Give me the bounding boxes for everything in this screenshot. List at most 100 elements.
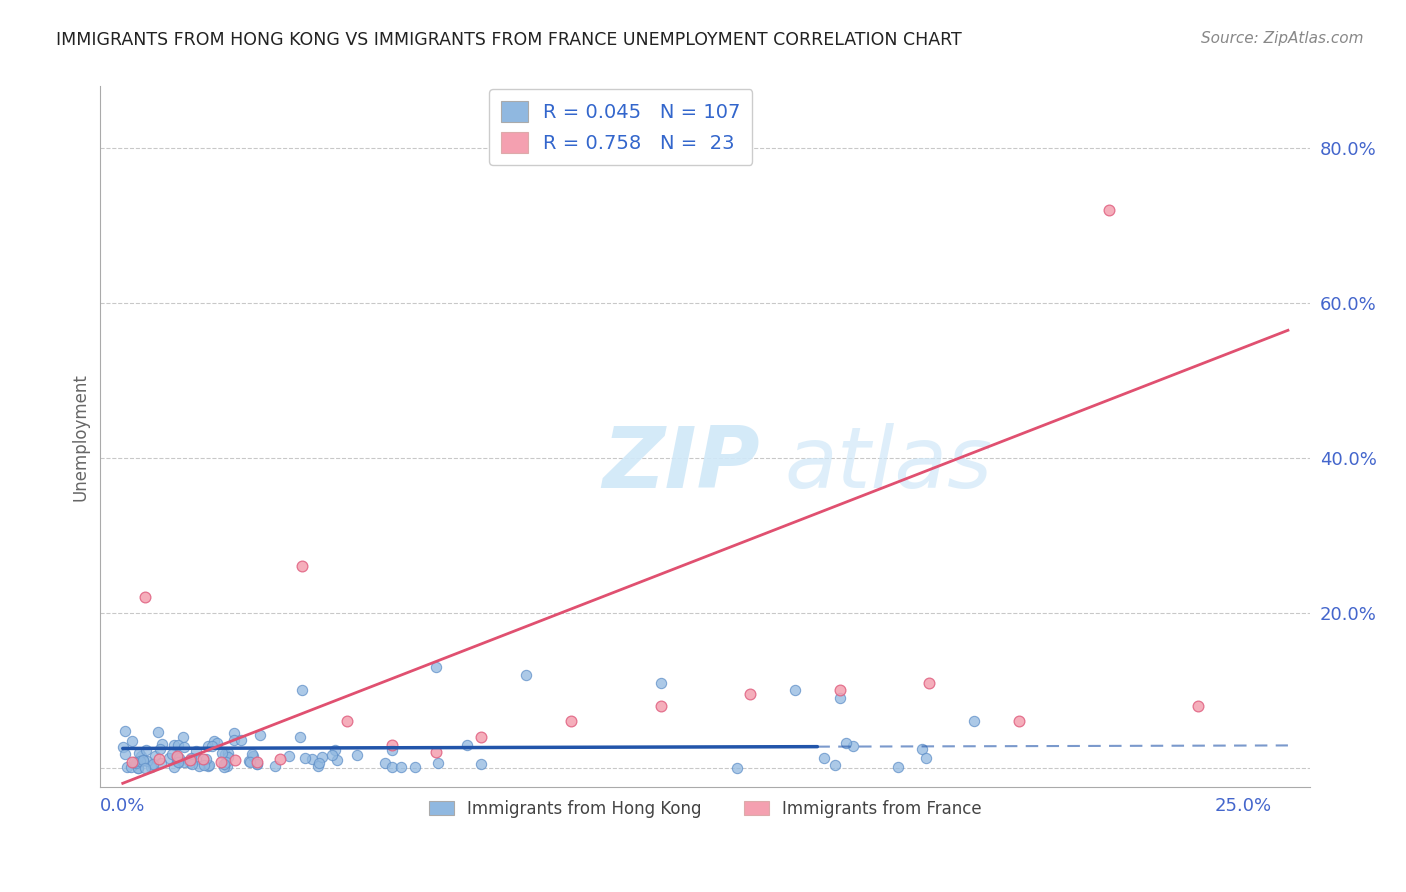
Point xyxy=(239,756,262,770)
Point xyxy=(134,760,156,774)
Point xyxy=(166,753,188,767)
Point xyxy=(142,757,165,772)
Y-axis label: Unemployment: Unemployment xyxy=(72,373,89,500)
Point xyxy=(167,755,190,769)
Point xyxy=(121,734,143,748)
Point xyxy=(135,743,157,757)
Point xyxy=(215,755,238,769)
Point xyxy=(835,736,858,750)
Point xyxy=(141,760,163,774)
Point xyxy=(128,746,150,760)
Point xyxy=(246,755,269,769)
Point xyxy=(824,758,846,772)
Point xyxy=(184,744,207,758)
Point xyxy=(307,758,329,772)
Point xyxy=(886,760,908,774)
Point xyxy=(114,747,136,762)
Point xyxy=(217,747,239,761)
Point xyxy=(125,756,148,771)
Point xyxy=(242,747,264,761)
Point xyxy=(149,756,172,770)
Point xyxy=(205,736,228,750)
Point xyxy=(202,734,225,748)
Point xyxy=(146,724,169,739)
Point xyxy=(179,756,201,771)
Point xyxy=(291,559,314,574)
Point xyxy=(142,756,165,771)
Point xyxy=(918,675,941,690)
Point xyxy=(169,750,191,764)
Point xyxy=(1098,203,1121,218)
Point xyxy=(167,755,190,769)
Point xyxy=(215,759,238,773)
Point xyxy=(456,738,478,752)
Point xyxy=(127,761,149,775)
Point xyxy=(294,751,316,765)
Point xyxy=(828,683,851,698)
Point xyxy=(180,750,202,764)
Point xyxy=(389,760,412,774)
Point xyxy=(381,743,404,757)
Point xyxy=(172,731,194,745)
Point xyxy=(374,756,396,770)
Point xyxy=(135,754,157,768)
Point xyxy=(201,739,224,753)
Point xyxy=(211,746,233,760)
Point xyxy=(114,723,136,738)
Text: Source: ZipAtlas.com: Source: ZipAtlas.com xyxy=(1201,31,1364,46)
Point xyxy=(321,747,343,762)
Point xyxy=(121,755,143,769)
Point xyxy=(159,750,181,764)
Point xyxy=(783,683,806,698)
Point xyxy=(194,752,217,766)
Point xyxy=(301,752,323,766)
Point xyxy=(214,747,236,762)
Point xyxy=(197,759,219,773)
Point xyxy=(224,753,246,767)
Point xyxy=(131,753,153,767)
Point xyxy=(326,753,349,767)
Point xyxy=(346,747,368,762)
Point xyxy=(915,751,938,765)
Point xyxy=(381,738,404,752)
Point xyxy=(128,756,150,770)
Point xyxy=(425,660,447,674)
Point xyxy=(963,714,986,729)
Point xyxy=(217,749,239,764)
Point xyxy=(173,739,195,754)
Point xyxy=(115,760,138,774)
Point xyxy=(246,756,269,771)
Point xyxy=(134,591,156,605)
Point xyxy=(560,714,582,729)
Point xyxy=(173,755,195,769)
Point xyxy=(288,730,311,744)
Point xyxy=(193,751,215,765)
Point xyxy=(187,758,209,772)
Point xyxy=(470,730,492,744)
Point xyxy=(127,761,149,775)
Point xyxy=(238,754,260,768)
Point xyxy=(813,751,835,765)
Point xyxy=(224,726,246,740)
Point xyxy=(122,755,145,769)
Point xyxy=(1008,714,1031,729)
Point xyxy=(828,691,851,706)
Point xyxy=(470,757,492,772)
Point xyxy=(143,748,166,763)
Text: IMMIGRANTS FROM HONG KONG VS IMMIGRANTS FROM FRANCE UNEMPLOYMENT CORRELATION CHA: IMMIGRANTS FROM HONG KONG VS IMMIGRANTS … xyxy=(56,31,962,49)
Point xyxy=(842,739,865,753)
Point xyxy=(112,740,135,755)
Point xyxy=(249,728,271,742)
Point xyxy=(197,739,219,753)
Point xyxy=(193,758,215,772)
Point xyxy=(179,753,201,767)
Point xyxy=(308,756,330,771)
Point xyxy=(150,737,173,751)
Point xyxy=(242,748,264,763)
Point xyxy=(162,747,184,761)
Point xyxy=(212,756,235,771)
Point xyxy=(148,751,170,765)
Point xyxy=(650,698,672,713)
Point xyxy=(198,758,221,772)
Point xyxy=(515,668,537,682)
